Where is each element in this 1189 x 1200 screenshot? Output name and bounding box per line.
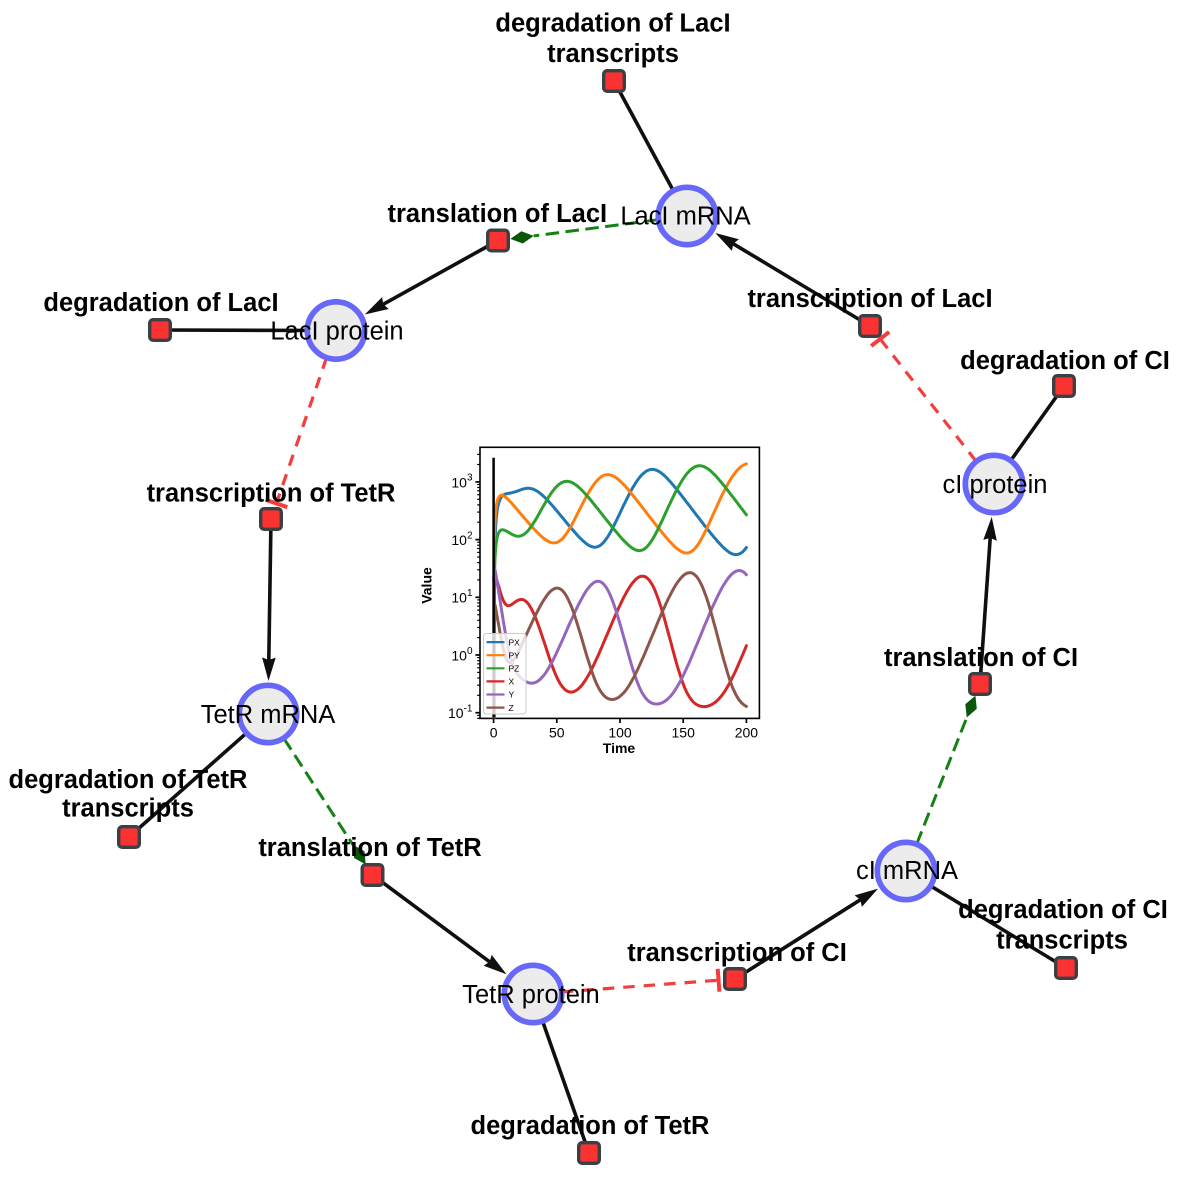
svg-text:transcripts: transcripts xyxy=(62,795,194,823)
svg-text:cI mRNA: cI mRNA xyxy=(856,857,958,885)
svg-text:X: X xyxy=(509,677,515,687)
svg-text:50: 50 xyxy=(549,725,565,741)
svg-text:translation of CI: translation of CI xyxy=(884,644,1078,672)
svg-text:PX: PX xyxy=(509,637,521,647)
svg-text:degradation of CI: degradation of CI xyxy=(958,896,1168,924)
svg-text:LacI mRNA: LacI mRNA xyxy=(620,203,750,231)
svg-text:Time: Time xyxy=(603,740,636,756)
svg-text:Z: Z xyxy=(509,703,514,713)
svg-text:degradation of TetR: degradation of TetR xyxy=(471,1112,710,1140)
svg-text:Value: Value xyxy=(419,567,435,604)
svg-text:PY: PY xyxy=(509,650,521,660)
svg-text:transcripts: transcripts xyxy=(547,40,679,68)
svg-text:degradation of CI: degradation of CI xyxy=(960,347,1170,375)
svg-text:TetR mRNA: TetR mRNA xyxy=(201,701,336,729)
svg-text:transcription of LacI: transcription of LacI xyxy=(747,285,992,313)
svg-text:100: 100 xyxy=(608,725,632,741)
svg-text:transcripts: transcripts xyxy=(996,927,1128,955)
svg-text:Y: Y xyxy=(509,690,515,700)
svg-text:degradation of TetR: degradation of TetR xyxy=(9,766,248,794)
svg-text:LacI protein: LacI protein xyxy=(270,318,403,346)
svg-text:transcription of TetR: transcription of TetR xyxy=(147,480,396,508)
svg-text:transcription of CI: transcription of CI xyxy=(627,939,847,967)
svg-text:PZ: PZ xyxy=(509,664,520,674)
svg-text:200: 200 xyxy=(735,725,759,741)
svg-text:cI protein: cI protein xyxy=(943,471,1048,499)
svg-text:degradation of LacI: degradation of LacI xyxy=(495,10,730,38)
svg-text:degradation of LacI: degradation of LacI xyxy=(43,289,278,317)
svg-text:150: 150 xyxy=(672,725,696,741)
svg-text:TetR protein: TetR protein xyxy=(462,981,600,1009)
svg-text:translation of TetR: translation of TetR xyxy=(258,834,481,862)
svg-text:0: 0 xyxy=(490,725,498,741)
svg-text:translation of LacI: translation of LacI xyxy=(387,200,607,228)
